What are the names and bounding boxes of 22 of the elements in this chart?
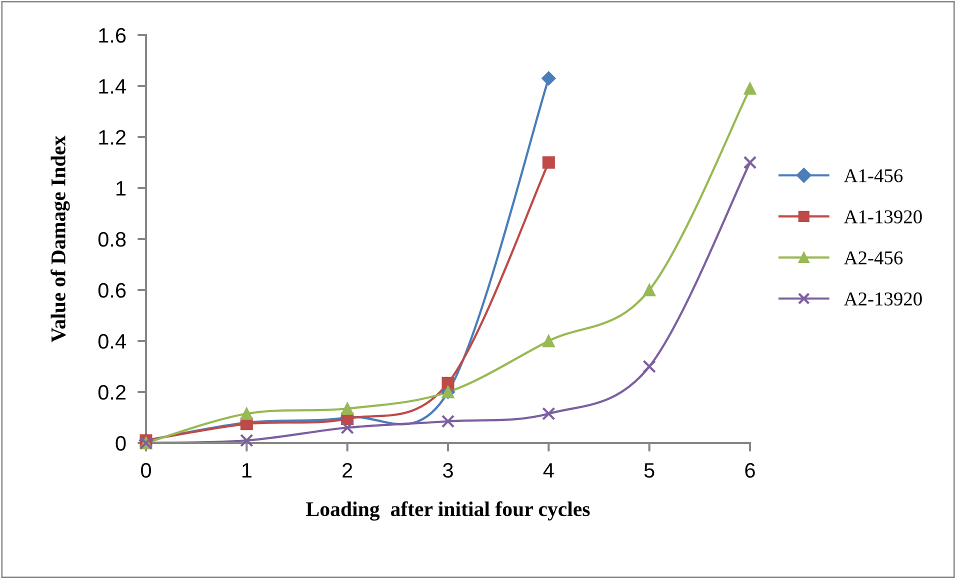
legend-label: A1-456 [844, 169, 903, 182]
y-tick-label: 1.4 [99, 79, 126, 94]
legend-label: A1-13920 [844, 210, 922, 224]
x-tick-label: 1 [242, 463, 252, 478]
y-tick-label: 0.8 [98, 232, 126, 247]
x-tick-label: 0 [141, 462, 151, 478]
y-tick-label: 0.6 [98, 283, 126, 298]
y-tick-label: 0 [116, 436, 126, 451]
y-tick-label: 0.4 [98, 334, 126, 349]
y-tick-label: 1 [116, 181, 126, 196]
y-tick-label: 1.6 [99, 28, 126, 43]
legend-label: A2-13920 [844, 292, 922, 306]
y-tick-label: 1.2 [99, 130, 126, 145]
x-tick-label: 5 [644, 463, 654, 478]
x-tick-label: 3 [443, 462, 453, 478]
y-tick-label: 0.2 [98, 385, 126, 400]
x-axis-title: Loading after initial four cycles [306, 501, 590, 521]
legend-label: A2-456 [844, 251, 903, 264]
y-axis-title: Value of Damage Index [50, 136, 70, 342]
x-tick-label: 6 [745, 462, 755, 478]
x-tick-label: 2 [342, 462, 352, 478]
x-tick-label: 4 [543, 463, 554, 478]
